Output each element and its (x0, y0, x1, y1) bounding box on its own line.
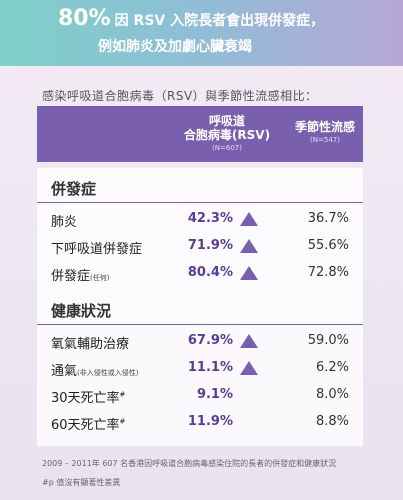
section-complications: 併發症 (51, 180, 97, 198)
footer-source: 2009 – 2011年 607 名香港因呼吸道合胞病毒感染住院的長者的併發症和… (42, 459, 337, 468)
row-label-text: 60天死亡率 (51, 418, 120, 433)
flu-value: 72.8% (307, 265, 349, 280)
row-label-text: 30天死亡率 (51, 391, 120, 406)
rsv-title-line-2: 合胞病毒(RSV) (183, 128, 271, 142)
row-label-ventilation: 通氣(非入侵性或入侵性) (51, 360, 138, 379)
divider (37, 202, 363, 203)
row-label-lower-respiratory: 下呼吸道併發症 (51, 238, 142, 257)
header-line-1: 80% 因 RSV 入院長者會出現併發症， (58, 6, 324, 31)
header-banner: 80% 因 RSV 入院長者會出現併發症， 例如肺炎及加劇心臟衰竭 (0, 0, 403, 66)
row-label-pneumonia: 肺炎 (51, 211, 77, 230)
flu-sample-size: (N=547) (310, 136, 340, 144)
rsv-value: 9.1% (196, 387, 233, 402)
flu-title: 季節性流感 (294, 120, 355, 134)
row-label-any-complication: 併發症(任何) (51, 265, 109, 284)
rsv-title-line-1: 呼吸道 (208, 114, 245, 128)
row-label-oxygen-therapy: 氧氣輔助治療 (51, 333, 129, 352)
row-label-sup: # (119, 417, 126, 426)
higher-triangle-icon (240, 266, 258, 280)
flu-value: 36.7% (307, 211, 349, 226)
row-label-note: (任何) (90, 274, 110, 282)
flu-value: 55.6% (307, 238, 349, 253)
higher-triangle-icon (240, 361, 258, 375)
flu-value: 59.0% (307, 333, 349, 348)
divider (37, 324, 363, 325)
flu-value: 8.0% (315, 387, 349, 402)
row-label-30-day-mortality: 30天死亡率# (51, 387, 125, 406)
comparison-subtitle: 感染呼吸道合胞病毒（RSV）與季節性流感相比： (42, 89, 318, 103)
flu-value: 6.2% (315, 360, 349, 375)
row-label-text: 下呼吸道併發症 (51, 242, 143, 257)
rsv-sample-size: (N=607) (212, 144, 242, 152)
rsv-value: 42.3% (187, 211, 233, 226)
row-label-text: 通氣 (51, 364, 78, 379)
row-label-sup: # (119, 390, 126, 399)
footer-note: #p 值沒有顯著性差異 (42, 478, 121, 487)
rsv-value: 71.9% (187, 238, 233, 253)
header-text-1: 因 RSV 入院長者會出現併發症， (114, 13, 325, 29)
row-label-text: 併發症 (51, 269, 91, 284)
flu-value: 8.8% (315, 414, 349, 429)
section-health-status: 健康狀況 (51, 302, 112, 320)
row-label-note: (非入侵性或入侵性) (77, 369, 139, 377)
row-label-text: 肺炎 (51, 215, 78, 230)
results-panel: 併發症 肺炎 42.3% 36.7% 下呼吸道併發症 71.9% 55.6% 併… (37, 168, 363, 446)
rsv-value: 11.1% (187, 360, 233, 375)
rsv-value: 67.9% (187, 333, 233, 348)
higher-triangle-icon (240, 239, 258, 253)
higher-triangle-icon (240, 212, 258, 226)
rsv-value: 80.4% (187, 265, 233, 280)
rsv-value: 11.9% (187, 414, 233, 429)
higher-triangle-icon (240, 334, 258, 348)
row-label-text: 氧氣輔助治療 (51, 337, 130, 352)
column-header-flu: 季節性流感 (N=547) (287, 120, 363, 144)
table-header: 呼吸道 合胞病毒(RSV) (N=607) 季節性流感 (N=547) (37, 106, 363, 162)
row-label-60-day-mortality: 60天死亡率# (51, 414, 125, 433)
header-percent: 80% (58, 6, 111, 31)
header-text-2: 例如肺炎及加劇心臟衰竭 (98, 39, 252, 55)
column-header-rsv: 呼吸道 合胞病毒(RSV) (N=607) (167, 114, 287, 152)
